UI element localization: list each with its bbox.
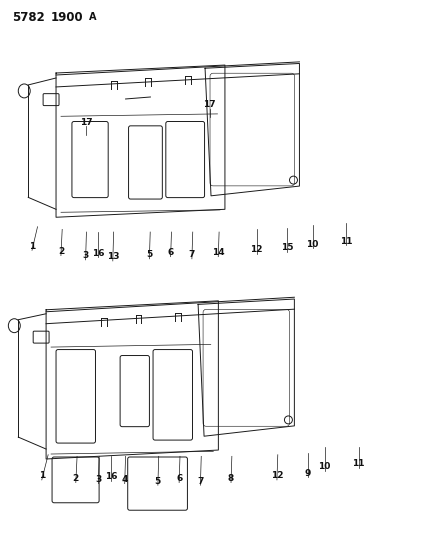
Text: 17: 17 bbox=[80, 118, 93, 127]
Text: 11: 11 bbox=[352, 459, 365, 469]
Text: 12: 12 bbox=[270, 471, 283, 480]
Text: 15: 15 bbox=[281, 244, 293, 253]
Text: 16: 16 bbox=[105, 472, 117, 481]
Text: 5: 5 bbox=[155, 477, 161, 486]
Text: 4: 4 bbox=[122, 475, 128, 484]
Text: A: A bbox=[89, 12, 96, 22]
Text: 9: 9 bbox=[304, 469, 311, 478]
Text: 5782: 5782 bbox=[12, 11, 45, 24]
Text: 13: 13 bbox=[107, 253, 119, 262]
Text: 1900: 1900 bbox=[50, 11, 83, 24]
Text: 6: 6 bbox=[167, 248, 174, 257]
Text: 16: 16 bbox=[92, 249, 104, 258]
Text: 7: 7 bbox=[189, 251, 195, 260]
Text: 10: 10 bbox=[318, 463, 331, 471]
Text: 17: 17 bbox=[203, 100, 216, 109]
Text: 10: 10 bbox=[306, 240, 319, 249]
Text: 3: 3 bbox=[95, 475, 101, 484]
Text: 3: 3 bbox=[83, 252, 89, 261]
Text: 14: 14 bbox=[212, 248, 225, 257]
Text: 11: 11 bbox=[339, 237, 352, 246]
Text: 1: 1 bbox=[39, 471, 45, 480]
Text: 5: 5 bbox=[146, 251, 152, 260]
Text: 6: 6 bbox=[176, 474, 182, 483]
Text: 7: 7 bbox=[197, 477, 204, 486]
Text: 12: 12 bbox=[250, 245, 263, 254]
Text: 1: 1 bbox=[29, 242, 35, 251]
Text: 8: 8 bbox=[228, 474, 234, 483]
Text: 2: 2 bbox=[58, 247, 64, 256]
Text: 2: 2 bbox=[73, 474, 79, 483]
